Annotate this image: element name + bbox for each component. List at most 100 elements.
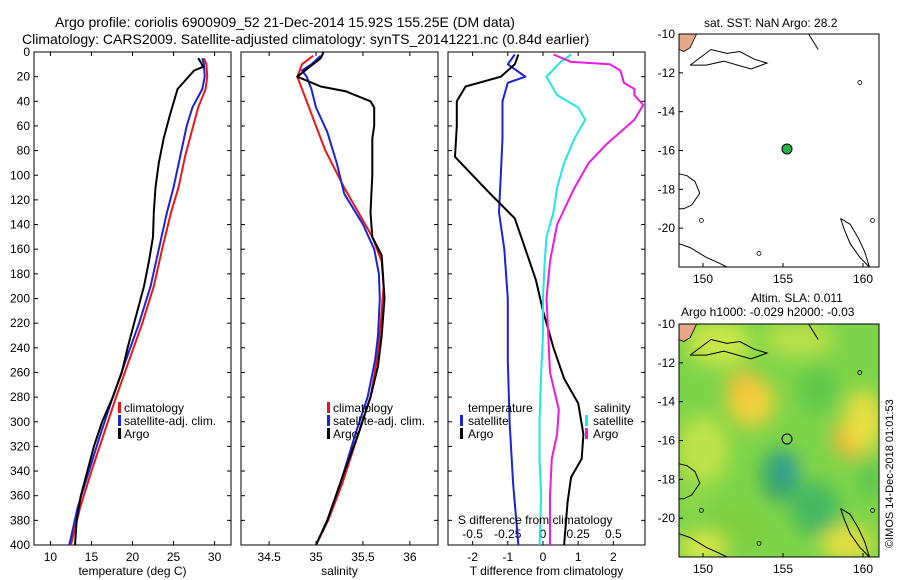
difference-panel: -2 -1 0 1 2 -0.5 -0.25 0 0.25 0.5 T difference fro… <box>447 51 646 578</box>
map-y-tick-label: -14 <box>658 105 676 119</box>
series-line-s-satellite <box>538 53 587 546</box>
reef-outline <box>756 251 762 256</box>
series-line-climatology <box>69 57 209 546</box>
legend-label-argo: Argo <box>124 427 150 441</box>
legend-swatch-climatology <box>118 402 121 413</box>
map-y-tick-label: -10 <box>658 317 676 331</box>
y-tick-label: 0 <box>23 45 30 59</box>
salinity-panel: 34.5 35 35.5 36 salinity <box>240 51 439 578</box>
sla-blob <box>763 324 835 358</box>
x-tick-label: 10 <box>44 550 58 564</box>
reef-outline <box>699 507 704 513</box>
y-tick-label: 40 <box>17 94 31 108</box>
series-line-t-argo <box>454 54 585 546</box>
sla-blob <box>799 366 838 414</box>
y-tick-label: 380 <box>10 513 30 527</box>
legend-swatch-argo <box>118 428 121 439</box>
map-x-tick-label: 150 <box>693 562 713 576</box>
sla-blob <box>680 475 707 515</box>
map-y-tick-label: -18 <box>658 472 676 486</box>
legend-swatch-s-satellite <box>585 415 588 426</box>
s-diff-tick-label: 0.25 <box>566 527 590 541</box>
map-background <box>679 34 879 267</box>
sst-map: -10 -12 -14 -16 -18 -20 150 155 160 <box>658 27 880 286</box>
legend-swatch-argo <box>327 428 330 439</box>
x-tick-label: 30 <box>208 550 222 564</box>
title-line-1: Argo profile: coriolis 6900909_52 21-Dec… <box>55 14 515 30</box>
x-tick-label: 2 <box>610 550 617 564</box>
map-x-tick-label: 155 <box>773 272 793 286</box>
x-tick-label: 1 <box>575 550 582 564</box>
map-y-tick-label: -18 <box>658 182 676 196</box>
sla-blob <box>687 324 751 367</box>
legend-title-temperature: temperature <box>468 401 533 415</box>
argo-location-marker <box>781 143 793 155</box>
legend-label-t-argo: Argo <box>468 427 494 441</box>
title-line-2: Climatology: CARS2009. Satellite-adjuste… <box>22 31 589 47</box>
legend-label-s-argo: Argo <box>593 427 619 441</box>
salinity-legend: climatology satellite-adj. clim. Argo <box>327 401 425 441</box>
map-y-tick-label: -10 <box>658 27 676 41</box>
legend-swatch-t-argo <box>460 428 463 439</box>
y-tick-label: 240 <box>10 341 30 355</box>
legend-label-climatology: climatology <box>124 401 184 415</box>
x-tick-label: 20 <box>126 550 140 564</box>
coastline <box>808 323 819 340</box>
legend-label-t-satellite: satellite <box>468 414 509 428</box>
y-tick-label: 60 <box>17 119 31 133</box>
difference-legend: temperature satellite Argo salinity sate… <box>460 401 634 441</box>
sla-blob <box>679 415 729 486</box>
map-y-tick-label: -14 <box>658 395 676 409</box>
y-tick-label: 300 <box>10 415 30 429</box>
y-tick-label: 400 <box>10 538 30 552</box>
y-tick-label: 80 <box>17 144 31 158</box>
x-axis-label: temperature (deg C) <box>78 564 186 578</box>
series-line-s-argo <box>545 53 645 545</box>
x-tick-label: 35 <box>309 550 323 564</box>
legend-swatch-satellite <box>118 415 121 426</box>
x-tick-label: 0 <box>540 550 547 564</box>
sla-blob <box>843 390 879 453</box>
legend-label-s-satellite: satellite <box>593 414 634 428</box>
plot-frame <box>240 51 439 546</box>
legend-label-climatology: climatology <box>333 401 393 415</box>
y-tick-label: 260 <box>10 365 30 379</box>
s-diff-tick-label: -0.5 <box>462 527 483 541</box>
sla-map: -10 -12 -14 -16 -18 -20 150 155 160 <box>658 317 880 576</box>
map-y-tick-label: -16 <box>658 434 676 448</box>
legend-title-salinity: salinity <box>594 401 631 415</box>
y-tick-label: 140 <box>10 218 30 232</box>
series-line-argo <box>74 57 205 546</box>
y-tick-label: 360 <box>10 489 30 503</box>
y-tick-label: 220 <box>10 316 30 330</box>
x-axis-label: T difference from climatology <box>470 564 624 578</box>
y-tick-label: 320 <box>10 439 30 453</box>
legend-label-satellite: satellite-adj. clim. <box>333 414 425 428</box>
temperature-panel: 0 20 40 60 80 100 120 140 160 180 200 220 240 260 280 3… <box>10 45 232 578</box>
sla-blob <box>727 370 759 402</box>
map-x-tick-label: 160 <box>853 562 873 576</box>
reef-outline <box>756 541 762 546</box>
x-axis-label: salinity <box>321 564 358 578</box>
map-y-tick-label: -20 <box>658 221 676 235</box>
coastline <box>689 48 769 70</box>
y-tick-label: 120 <box>10 193 30 207</box>
x-tick-label: 34.5 <box>257 550 281 564</box>
sla-blob <box>778 454 798 486</box>
coastline <box>678 243 728 268</box>
map-x-tick-label: 150 <box>693 272 713 286</box>
reef-outline <box>857 370 863 375</box>
reef-outline <box>857 80 863 85</box>
sla-blobs <box>679 324 879 557</box>
s-diff-tick-label: 0 <box>540 527 547 541</box>
watermark: ©IMOS 14-Dec-2018 01:01:53 <box>884 399 896 548</box>
s-difference-label: S difference from climatology <box>458 513 613 527</box>
sla-map-title-1: Altim. SLA: 0.011 <box>751 291 843 305</box>
plot-frame <box>33 51 232 546</box>
map-y-tick-label: -16 <box>658 144 676 158</box>
x-tick-label: 35.5 <box>351 550 375 564</box>
temperature-legend: climatology satellite-adj. clim. Argo <box>118 401 216 441</box>
y-tick-label: 100 <box>10 168 30 182</box>
x-tick-label: 15 <box>85 550 99 564</box>
